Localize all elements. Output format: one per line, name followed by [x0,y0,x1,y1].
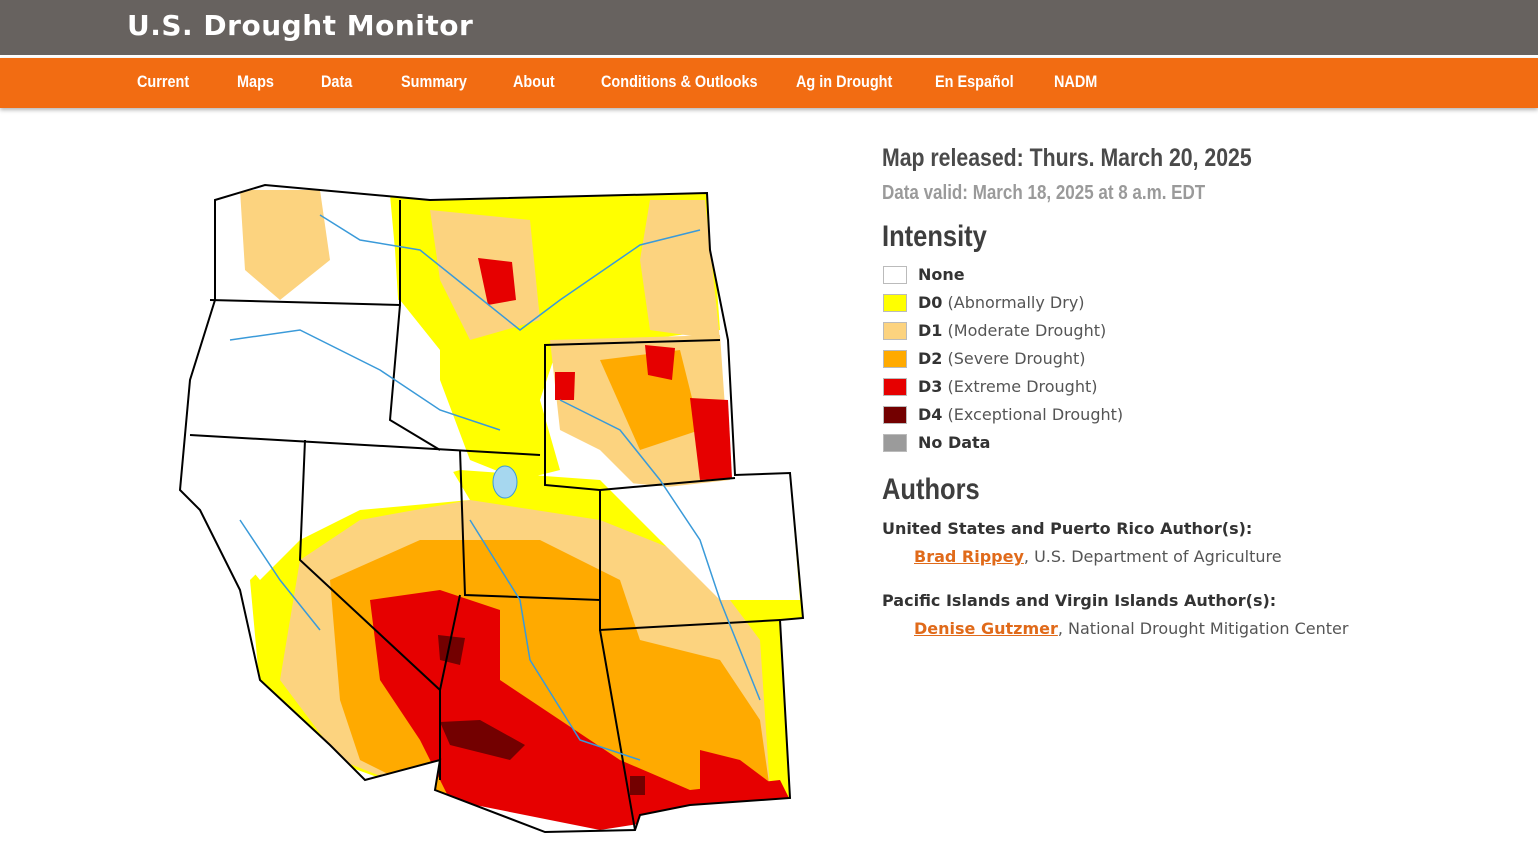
author-link[interactable]: Denise Gutzmer [914,619,1058,638]
legend-code: D0 [918,293,943,312]
nav-link[interactable]: En Español [935,72,1014,91]
nav-link[interactable]: Current [137,72,190,91]
legend-swatch [883,322,907,340]
nav-link[interactable]: Ag in Drought [796,72,893,91]
valid-date: Data valid: March 18, 2025 at 8 a.m. EDT [882,182,1206,204]
nav-link[interactable]: NADM [1054,72,1098,91]
drought-areas [180,185,803,832]
intensity-heading: Intensity [882,220,987,253]
author-affiliation: , National Drought Mitigation Center [1057,619,1349,638]
legend-label: (Severe Drought) [947,349,1086,368]
author-group-title: United States and Puerto Rico Author(s): [882,519,1253,538]
author-group-title: Pacific Islands and Virgin Islands Autho… [882,591,1277,610]
legend-swatch [883,378,907,396]
nav-link[interactable]: Conditions & Outlooks [601,72,758,91]
legend-code: D3 [918,377,943,396]
lake [492,465,518,499]
author-link[interactable]: Brad Rippey [914,547,1024,566]
nav-bar: Current Maps Data Summary About Conditions & … [0,58,1538,108]
legend-text: No Data [918,433,990,452]
nav-link[interactable]: Maps [237,72,274,91]
nav-link[interactable]: About [513,72,555,91]
legend-code: No Data [918,433,991,452]
legend-code: D1 [918,321,943,340]
legend-code: None [918,265,965,284]
release-date: Map released: Thurs. March 20, 2025 [882,144,1252,172]
legend-swatch [883,266,907,284]
legend-text: D2 (Severe Drought) [918,349,1086,368]
drought-map [178,183,805,834]
state-borders [178,183,805,834]
legend-swatch [883,434,907,452]
author-entry: Denise Gutzmer, National Drought Mitigat… [914,619,1348,638]
author-affiliation: , U.S. Department of Agriculture [1023,547,1282,566]
nav-link[interactable]: Data [321,72,353,91]
legend-text: D0 (Abnormally Dry) [918,293,1085,312]
site-title: U.S. Drought Monitor [127,9,474,42]
legend-swatch [883,350,907,368]
author-entry: Brad Rippey, U.S. Department of Agricult… [914,547,1282,566]
legend-code: D4 [918,405,943,424]
legend-text: D3 (Extreme Drought) [918,377,1097,396]
legend-swatch [883,406,907,424]
header-bar: U.S. Drought Monitor [0,0,1538,55]
legend-code: D2 [918,349,943,368]
legend-swatch [883,294,907,312]
rivers [229,214,761,761]
legend-label: (Moderate Drought) [947,321,1107,340]
legend-label: (Exceptional Drought) [947,405,1124,424]
legend-text: D1 (Moderate Drought) [918,321,1106,340]
legend-label: (Extreme Drought) [947,377,1098,396]
legend-text: None [918,265,965,284]
legend-text: D4 (Exceptional Drought) [918,405,1123,424]
authors-heading: Authors [882,473,980,506]
nav-link[interactable]: Summary [401,72,467,91]
legend-label: (Abnormally Dry) [947,293,1085,312]
